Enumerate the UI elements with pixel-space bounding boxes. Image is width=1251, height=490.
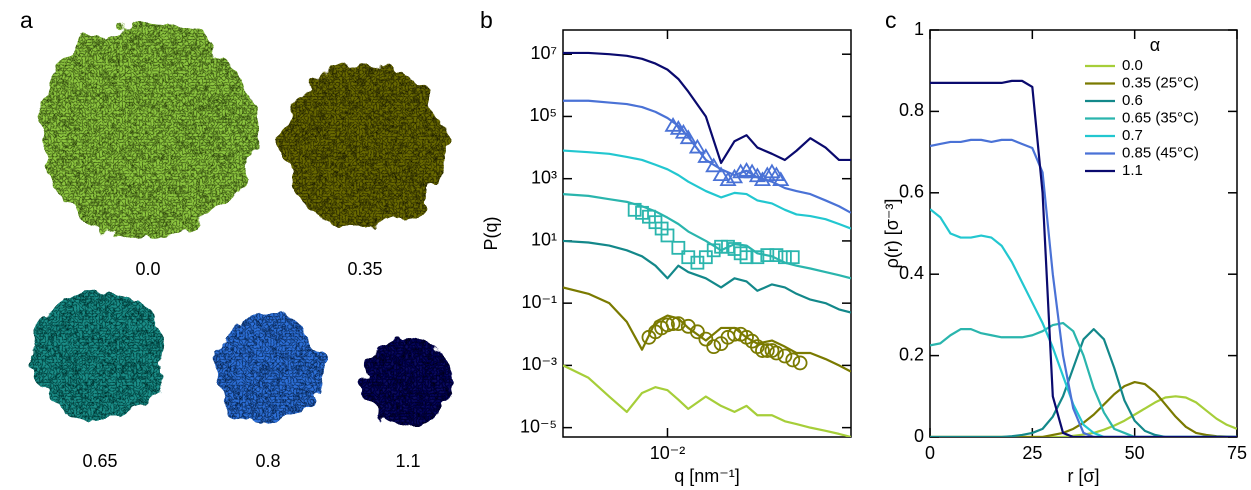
y-tick-label: 10⁵: [530, 105, 557, 125]
data-line: [930, 138, 1237, 437]
data-line: [930, 208, 1237, 437]
data-marker: [777, 348, 793, 364]
y-tick-label: 10¹: [531, 230, 557, 250]
data-marker: [688, 138, 706, 154]
data-marker: [689, 324, 705, 340]
data-line: [563, 286, 851, 373]
y-tick-label: 0.4: [899, 263, 924, 283]
legend-label: 0.0: [1122, 57, 1143, 74]
y-tick-label: 0.2: [899, 344, 924, 364]
data-line: [563, 51, 851, 165]
data-marker: [671, 240, 686, 255]
data-marker: [660, 228, 675, 243]
data-marker: [792, 355, 808, 371]
data-marker: [665, 316, 681, 332]
microgel-image: [364, 338, 452, 426]
y-axis-label: P(q): [481, 216, 501, 250]
data-marker: [719, 171, 737, 187]
y-axis-label: ρ(r) [σ⁻³]: [882, 199, 902, 269]
data-line: [563, 364, 851, 437]
legend-label: 0.85 (45°C): [1122, 144, 1199, 161]
data-marker: [706, 339, 722, 355]
data-line: [930, 321, 1237, 437]
microgel-image: [214, 314, 322, 422]
data-marker: [697, 148, 715, 163]
y-tick-label: 10⁻⁵: [520, 416, 557, 436]
microgel-image: [283, 63, 447, 227]
data-line: [930, 380, 1237, 437]
x-tick-label: 75: [1227, 443, 1247, 463]
image-label: 0.8: [255, 451, 280, 471]
panel-label: c: [885, 7, 897, 33]
data-line: [930, 79, 1237, 437]
data-marker: [785, 352, 801, 368]
image-label: 0.35: [347, 259, 382, 279]
y-tick-label: 10⁻³: [521, 354, 557, 374]
data-line: [930, 328, 1237, 437]
data-line: [930, 395, 1237, 437]
x-tick-label: 25: [1022, 443, 1042, 463]
x-tick-label: 50: [1125, 443, 1145, 463]
plot-frame: [562, 29, 852, 438]
data-marker: [670, 316, 686, 332]
x-tick-label: 10⁻²: [650, 443, 686, 463]
data-marker: [635, 205, 649, 220]
data-marker: [732, 163, 750, 179]
y-tick-label: 1: [914, 19, 924, 39]
microgel-image: [40, 22, 256, 238]
microgel-image: [34, 289, 166, 421]
data-marker: [755, 343, 770, 358]
data-marker: [705, 157, 723, 173]
data-marker: [660, 317, 675, 333]
data-marker: [785, 250, 800, 265]
image-label: 1.1: [395, 451, 420, 471]
data-line: [563, 149, 851, 230]
image-label: 0.65: [82, 451, 117, 471]
data-marker: [758, 166, 776, 182]
data-marker: [759, 343, 775, 358]
data-marker: [769, 345, 784, 361]
data-marker: [744, 333, 760, 349]
image-label: 0.0: [135, 259, 160, 279]
legend-label: 0.65 (35°C): [1122, 109, 1199, 126]
panel-label: a: [20, 7, 33, 33]
panel-label: b: [480, 7, 493, 33]
data-marker: [698, 331, 714, 347]
data-line: [563, 192, 851, 280]
x-axis-label: r [σ]: [1067, 466, 1099, 486]
y-tick-label: 0.8: [899, 100, 924, 120]
y-tick-label: 0.6: [899, 182, 924, 202]
legend-label: 0.7: [1122, 127, 1143, 144]
y-tick-label: 10³: [531, 167, 557, 187]
data-marker: [714, 239, 728, 254]
plot-area: [930, 79, 1237, 437]
legend-label: 0.35 (25°C): [1122, 74, 1199, 91]
data-marker: [760, 248, 775, 263]
data-line: [563, 239, 851, 314]
data-marker: [769, 248, 784, 263]
data-marker: [706, 243, 721, 258]
x-tick-label: 0: [925, 443, 935, 463]
y-tick-label: 0: [914, 426, 924, 446]
y-tick-label: 10⁻¹: [521, 292, 557, 312]
plot-area: [563, 51, 851, 437]
data-marker: [772, 171, 790, 187]
data-marker: [777, 250, 792, 265]
legend-title: α: [1150, 35, 1160, 55]
data-marker: [698, 250, 713, 265]
data-marker: [627, 202, 642, 217]
data-marker: [753, 171, 772, 187]
data-marker: [750, 250, 765, 265]
data-marker: [725, 168, 744, 184]
x-axis-label: q [nm⁻¹]: [674, 466, 740, 486]
y-tick-label: 10⁷: [530, 43, 557, 63]
data-marker: [679, 129, 697, 145]
data-marker: [674, 123, 692, 139]
legend-label: 1.1: [1122, 162, 1143, 179]
data-marker: [739, 250, 754, 265]
legend-label: 0.6: [1122, 92, 1143, 109]
data-marker: [712, 166, 730, 182]
